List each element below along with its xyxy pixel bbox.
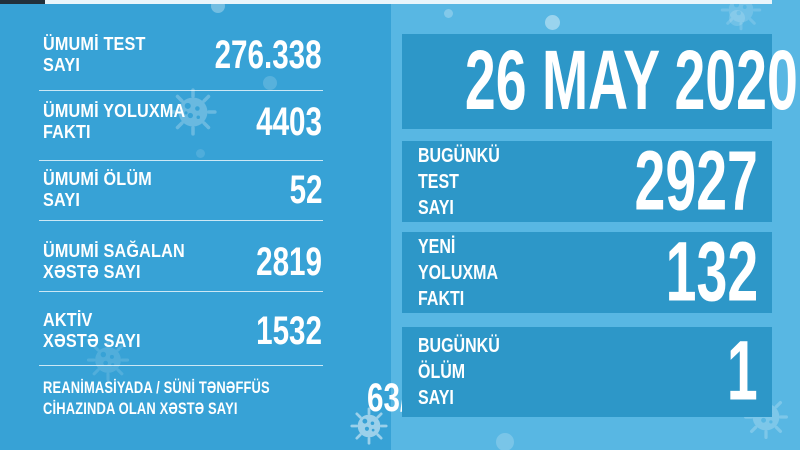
stat-value: 276.338 (215, 33, 322, 77)
stat-value: 4403 (256, 100, 322, 144)
virus-icon (83, 335, 133, 385)
stat-label-line: XƏSTƏ SAYI (43, 331, 141, 351)
stat-row-total-recovered: ÜMUMİ SAĞALAN XƏSTƏ SAYI 2819 (43, 240, 322, 284)
stat-label: ÜMUMİ ÖLÜM SAYI (43, 169, 152, 211)
virus-icon (165, 84, 221, 140)
bubble-dot (545, 15, 560, 30)
stat-label: ÜMUMİ TEST SAYI (43, 34, 146, 76)
daily-value: 2927 (634, 132, 758, 227)
daily-box-infections: YENİ YOLUXMA FAKTI 132 (402, 223, 772, 318)
daily-label: YENİ YOLUXMA FAKTI (418, 234, 498, 312)
row-divider (39, 90, 323, 91)
row-divider (39, 291, 323, 292)
virus-icon (347, 404, 391, 448)
daily-label-line: YOLUXMA (418, 261, 498, 284)
stat-row-total-deaths: ÜMUMİ ÖLÜM SAYI 52 (43, 168, 322, 212)
bubble-dot (444, 9, 453, 18)
stat-value: 1532 (256, 309, 322, 353)
date-banner: 26 MAY 2020 (402, 33, 798, 129)
stat-label-line: SAYI (43, 55, 81, 75)
daily-label-line: ÖLÜM (418, 361, 466, 383)
daily-label-line: BUGÜNKÜ (418, 144, 500, 167)
stat-label: ÜMUMİ SAĞALAN XƏSTƏ SAYI (43, 241, 185, 283)
row-divider (39, 365, 323, 366)
stat-label-line: REANİMASİYADA / SÜNİ TƏNƏFFÜS (43, 378, 270, 397)
daily-label: BUGÜNKÜ TEST SAYI (418, 143, 500, 221)
stat-label-line: ÜMUMİ ÖLÜM (43, 169, 152, 189)
bubble-dot (196, 149, 205, 158)
progress-bar-track (45, 0, 772, 4)
daily-label-line: FAKTI (418, 287, 465, 310)
stat-value: 2819 (256, 240, 322, 284)
stat-row-total-tests: ÜMUMİ TEST SAYI 276.338 (43, 33, 322, 77)
row-divider (39, 220, 323, 221)
stat-label-line: ÜMUMİ YOLUXMA (43, 101, 186, 121)
stat-value: 52 (289, 168, 322, 212)
bubble-dot (496, 433, 514, 450)
daily-value: 132 (665, 223, 758, 318)
stat-row-icu-ventilator: REANİMASİYADA / SÜNİ TƏNƏFFÜS CİHAZINDA … (43, 376, 442, 420)
date-text: 26 MAY 2020 (464, 33, 798, 127)
stat-label-line: XƏSTƏ SAYI (43, 262, 141, 282)
stat-label-line: FAKTI (43, 122, 91, 142)
stat-label-line: ÜMUMİ SAĞALAN (43, 241, 185, 261)
stat-row-active-patients: AKTİV XƏSTƏ SAYI 1532 (43, 309, 322, 353)
daily-label-line: BUGÜNKÜ (418, 335, 500, 357)
row-divider (39, 160, 323, 161)
stat-label-line: ÜMUMİ TEST (43, 34, 146, 54)
stat-label-line: CİHAZINDA OLAN XƏSTƏ SAYI (43, 399, 238, 418)
stat-label: AKTİV XƏSTƏ SAYI (43, 310, 141, 352)
daily-label-line: YENİ (418, 235, 456, 258)
bubble-dot (729, 10, 745, 26)
daily-label-line: SAYI (418, 196, 454, 219)
daily-label: BUGÜNKÜ ÖLÜM SAYI (418, 333, 500, 411)
bubble-dot (263, 76, 277, 90)
stat-label: ÜMUMİ YOLUXMA FAKTI (43, 101, 185, 143)
virus-icon (717, 0, 765, 34)
daily-value: 1 (727, 323, 758, 418)
stat-row-total-infections: ÜMUMİ YOLUXMA FAKTI 4403 (43, 100, 322, 144)
daily-box-deaths: BUGÜNKÜ ÖLÜM SAYI 1 (402, 327, 772, 417)
daily-label-line: SAYI (418, 387, 454, 409)
daily-box-tests: BUGÜNKÜ TEST SAYI 2927 (402, 132, 772, 227)
stat-label: REANİMASİYADA / SÜNİ TƏNƏFFÜS CİHAZINDA … (43, 377, 270, 419)
stat-label-line: AKTİV (43, 310, 93, 330)
stat-label-line: SAYI (43, 190, 81, 210)
daily-label-line: TEST (418, 170, 459, 193)
progress-bar-played (0, 0, 45, 4)
